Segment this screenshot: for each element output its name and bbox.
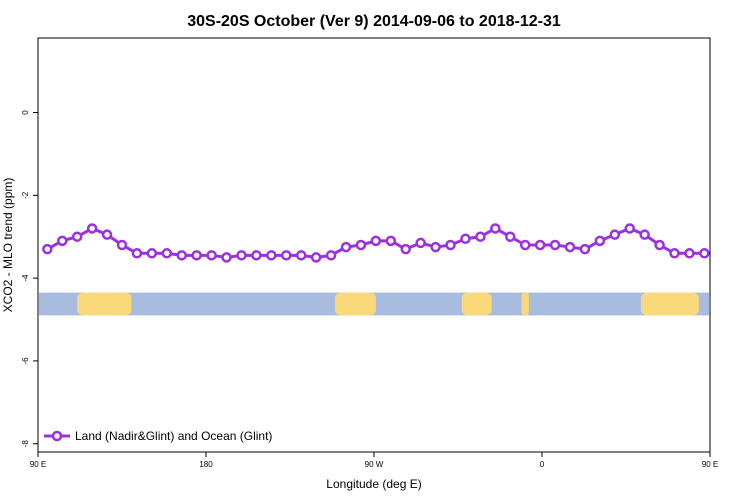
data-point [57,235,68,247]
data-point [400,243,411,255]
data-point [415,237,426,249]
y-tick-label: -2 [21,191,30,199]
x-tick-label: 90 W [365,460,384,469]
land-region [461,292,492,316]
x-axis-title: Longitude (deg E) [326,477,421,491]
data-point [310,252,322,263]
data-point [624,223,635,234]
data-point [594,235,606,247]
x-tick-label: 180 [199,460,213,469]
data-point [221,252,232,263]
data-point [579,243,591,255]
data-point [206,250,217,261]
land-ocean-strip [39,292,709,316]
data-point [549,239,561,251]
data-point [460,233,471,245]
data-point [370,235,382,247]
data-point [131,248,143,259]
land-region [334,292,376,316]
data-point [475,231,486,242]
y-tick-label: -8 [21,440,30,448]
data-point [490,223,501,234]
data-point [161,248,173,259]
data-point [116,239,128,251]
data-point [564,241,576,253]
land-region [77,292,132,316]
y-tick-label: -6 [21,357,30,365]
data-point [101,229,113,240]
data-point [669,248,680,259]
land-region [640,292,699,316]
y-tick-label: 0 [21,110,30,115]
y-axis-title: XCO2 - MLO trend (ppm) [1,178,15,313]
x-tick-label: 90 E [30,460,46,469]
chart-title: 30S-20S October (Ver 9) 2014-09-06 to 20… [187,13,561,30]
data-point [86,223,98,234]
data-point [385,235,397,247]
data-point [191,250,202,261]
data-point [519,239,531,251]
data-point [639,229,650,240]
data-point [71,231,83,242]
data-point [42,243,53,255]
data-point [295,250,307,261]
legend-label: Land (Nadir&Glint) and Ocean (Glint) [75,429,272,443]
x-tick-label: 90 E [702,460,718,469]
data-point [236,250,247,261]
legend-marker-swatch [51,430,63,442]
data-point [176,250,187,261]
x-tick-label: 0 [540,460,545,469]
land-region [521,292,529,316]
data-point [430,241,441,253]
data-point [325,250,337,261]
data-point [654,239,665,251]
data-point [684,248,695,259]
y-axis: 0 -2 -4 -6 -8 [21,110,38,448]
legend: Land (Nadir&Glint) and Ocean (Glint) [44,429,272,443]
data-point [266,250,277,261]
y-tick-label: -4 [21,274,30,282]
data-point [251,250,262,261]
data-point [445,239,456,251]
data-point [355,239,367,251]
data-point [146,248,158,259]
series-layer [42,223,710,263]
data-point [281,250,292,261]
data-point [505,231,516,242]
x-axis: 90 E 180 90 W 0 90 E [30,452,718,469]
data-point [534,239,546,251]
data-point [699,248,710,259]
data-point [340,241,352,253]
data-point [609,229,621,240]
